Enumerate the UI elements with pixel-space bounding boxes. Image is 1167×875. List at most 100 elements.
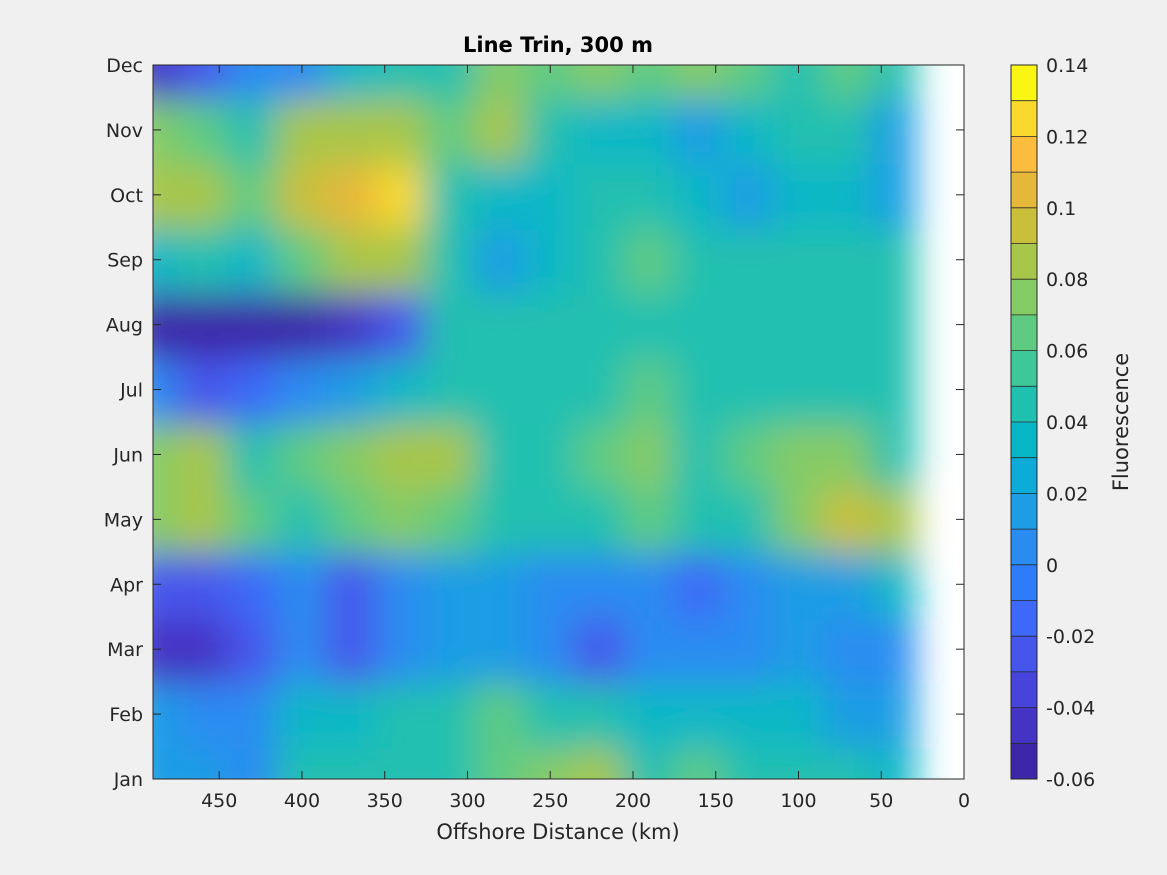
- colorbar-tick-label: 0.1: [1046, 198, 1076, 220]
- heatmap-cell: [325, 484, 378, 554]
- heatmap-cell: [425, 160, 477, 230]
- heatmap-cell: [176, 225, 229, 295]
- heatmap-cell: [822, 225, 874, 295]
- heatmap-cell: [425, 484, 477, 554]
- heatmap-cell: [772, 355, 825, 424]
- heatmap-cell: [325, 160, 378, 230]
- heatmap-cell: [822, 484, 874, 554]
- heatmap-cell: [822, 420, 874, 489]
- heatmap-cell: [524, 95, 577, 165]
- heatmap-cell: [772, 549, 825, 619]
- heatmap-cell: [176, 420, 229, 489]
- heatmap-cell: [375, 484, 428, 554]
- heatmap-cell: [375, 160, 428, 230]
- heatmap-field: [153, 65, 916, 779]
- heatmap-cell: [474, 65, 527, 100]
- x-tick-label: 200: [615, 790, 651, 812]
- x-tick-label: 400: [284, 790, 320, 812]
- heatmap-cell: [276, 549, 328, 619]
- heatmap-cell: [176, 355, 229, 424]
- heatmap-cell: [425, 225, 477, 295]
- heatmap-cell: [325, 225, 378, 295]
- heatmap-cell: [375, 225, 428, 295]
- colorbar-swatch: [1011, 350, 1037, 387]
- chart-title: Line Trin, 300 m: [463, 33, 653, 57]
- x-tick-label: 250: [532, 790, 568, 812]
- heatmap-cell: [176, 95, 229, 165]
- colorbar-swatch: [1011, 136, 1037, 173]
- heatmap-cell: [723, 160, 775, 230]
- heatmap-cell: [673, 679, 726, 749]
- heatmap-cell: [325, 549, 378, 619]
- heatmap-cell: [524, 420, 577, 489]
- heatmap-cell: [822, 160, 874, 230]
- heatmap-cell: [673, 65, 726, 100]
- heatmap-cell: [226, 744, 279, 779]
- heatmap-cell: [871, 549, 916, 619]
- heatmap-cell: [425, 95, 477, 165]
- x-tick-label: 300: [449, 790, 485, 812]
- y-tick-label: May: [104, 509, 143, 531]
- heatmap-cell: [871, 290, 916, 360]
- heatmap-cell: [474, 744, 527, 779]
- heatmap-cell: [425, 549, 477, 619]
- heatmap-cell: [723, 225, 775, 295]
- heatmap-cell: [153, 744, 179, 779]
- heatmap-cell: [822, 95, 874, 165]
- y-tick-label: Jan: [113, 769, 143, 791]
- colorbar-swatch: [1011, 172, 1037, 209]
- heatmap-cell: [673, 160, 726, 230]
- heatmap-cell: [574, 355, 626, 424]
- heatmap-cell: [276, 614, 328, 684]
- heatmap-cell: [325, 679, 378, 749]
- heatmap-cell: [375, 549, 428, 619]
- heatmap-cell: [871, 420, 916, 489]
- heatmap-cell: [226, 679, 279, 749]
- colorbar-tick-label: 0: [1046, 555, 1058, 577]
- heatmap-cell: [673, 225, 726, 295]
- heatmap-cell: [226, 549, 279, 619]
- heatmap-cell: [276, 225, 328, 295]
- heatmap-cell: [574, 225, 626, 295]
- heatmap-cell: [772, 614, 825, 684]
- heatmap-cell: [375, 65, 428, 100]
- heatmap-cell: [325, 65, 378, 100]
- heatmap-cell: [673, 484, 726, 554]
- heatmap-cell: [474, 420, 527, 489]
- colorbar-swatch: [1011, 600, 1037, 637]
- y-axis: Jan Feb Mar Apr May Jun Jul Aug Sep Oct Nov Dec: [104, 55, 964, 791]
- heatmap-cell: [871, 679, 916, 749]
- colorbar-swatch: [1011, 636, 1037, 673]
- heatmap-cell: [474, 614, 527, 684]
- heatmap-cell: [574, 65, 626, 100]
- heatmap-cell: [474, 225, 527, 295]
- heatmap-cell: [822, 355, 874, 424]
- heatmap-cell: [375, 95, 428, 165]
- colorbar-swatch: [1011, 671, 1037, 709]
- x-tick-label: 0: [958, 790, 970, 812]
- colorbar-tick-label: 0.12: [1046, 126, 1088, 148]
- x-tick-label: 450: [201, 790, 237, 812]
- colorbar-swatch: [1011, 564, 1037, 601]
- colorbar-tick-label: 0.04: [1046, 412, 1088, 434]
- heatmap-cell: [723, 355, 775, 424]
- colorbar-label: Fluorescence: [1109, 353, 1133, 491]
- heatmap-cell: [871, 744, 916, 779]
- heatmap-cell: [425, 679, 477, 749]
- heatmap-cell: [772, 484, 825, 554]
- heatmap-cell: [723, 290, 775, 360]
- colorbar-swatch: [1011, 207, 1037, 244]
- colorbar-swatch: [1011, 707, 1037, 744]
- x-tick-label: 150: [698, 790, 734, 812]
- heatmap-cell: [871, 614, 916, 684]
- heatmap-cell: [673, 744, 726, 779]
- heatmap-cell: [623, 614, 676, 684]
- x-tick-label: 50: [869, 790, 893, 812]
- y-tick-label: Jul: [119, 380, 143, 402]
- colorbar-swatch: [1011, 243, 1037, 280]
- heatmap-cell: [673, 549, 726, 619]
- y-tick-label: Feb: [109, 704, 143, 726]
- y-tick-label: Dec: [106, 55, 143, 77]
- colorbar-tick-label: 0.14: [1046, 55, 1088, 77]
